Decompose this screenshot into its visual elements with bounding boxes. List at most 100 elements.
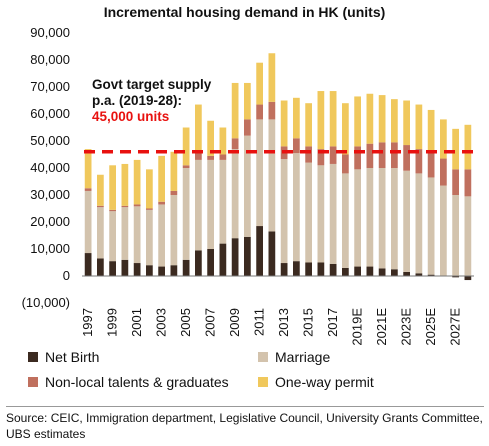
bar-segment-one-way-permit — [256, 62, 263, 105]
bar-segment-one-way-permit — [97, 174, 104, 206]
x-tick-label: 2025E — [423, 308, 438, 346]
x-tick-label: 2013 — [276, 308, 291, 337]
bar-segment-marriage — [354, 169, 361, 267]
bar-segment-non-local-talents-graduates — [268, 101, 276, 120]
chart-title: Incremental housing demand in HK (units) — [103, 4, 386, 20]
bar-segment-marriage — [133, 206, 141, 264]
bar-segment-non-local-talents-graduates — [121, 205, 129, 208]
bar-segment-non-local-talents-graduates — [133, 204, 141, 207]
bar-segment-one-way-permit — [109, 165, 116, 210]
bar-segment-one-way-permit — [354, 96, 361, 147]
bar-segment-net-birth — [280, 263, 288, 276]
y-tick-label: 0 — [63, 268, 70, 283]
bar-segment-one-way-permit — [366, 93, 374, 144]
bar-segment-marriage — [378, 168, 386, 269]
bar-segment-one-way-permit — [158, 155, 165, 202]
bar-segment-marriage — [244, 135, 251, 237]
bar-segment-net-birth — [207, 249, 214, 276]
bar-segment-net-birth — [378, 268, 386, 276]
bar-segment-non-local-talents-graduates — [244, 119, 251, 136]
bar-segment-one-way-permit — [231, 82, 239, 139]
y-tick-label: 40,000 — [30, 160, 70, 175]
bar-segment-marriage — [464, 196, 472, 276]
x-tick-label: 2007 — [203, 308, 218, 337]
x-tick-label: 2015 — [301, 308, 316, 337]
bar-segment-non-local-talents-graduates — [329, 146, 337, 164]
bar-segment-net-birth — [133, 263, 141, 276]
bar-segment-marriage — [146, 209, 153, 266]
bar-segment-net-birth — [219, 243, 227, 276]
bar-segment-non-local-talents-graduates — [97, 205, 104, 208]
bar-segment-non-local-talents-graduates — [305, 146, 312, 163]
bar-segment-non-local-talents-graduates — [146, 208, 153, 210]
bar-segment-one-way-permit — [195, 104, 202, 154]
target-supply-annotation: Govt target supply p.a. (2019-28): 45,00… — [92, 77, 211, 125]
bar-segment-marriage — [293, 153, 300, 262]
bar-segment-one-way-permit — [440, 119, 447, 159]
bar-segment-non-local-talents-graduates — [158, 201, 165, 205]
bar-segment-net-birth — [244, 236, 251, 276]
bar-segment-non-local-talents-graduates — [378, 142, 386, 168]
bar-segment-one-way-permit — [427, 109, 435, 154]
legend-swatch-net-birth — [28, 352, 38, 362]
bar-segment-one-way-permit — [146, 169, 153, 209]
y-tick-label: 10,000 — [30, 241, 70, 256]
bar-segment-one-way-permit — [170, 151, 178, 191]
bar-segment-marriage — [342, 173, 349, 268]
bar-segment-one-way-permit — [219, 127, 227, 155]
bar-segment-one-way-permit — [305, 103, 312, 147]
y-tick-label: 30,000 — [30, 187, 70, 202]
bar-segment-marriage — [256, 119, 263, 227]
bar-segment-marriage — [109, 211, 116, 262]
x-tick-label: 2003 — [154, 308, 169, 337]
source-note: Source: CEIC, Immigration department, Le… — [6, 406, 484, 442]
bar-segment-non-local-talents-graduates — [109, 209, 116, 212]
bar-segment-net-birth — [305, 262, 312, 276]
bar-segment-net-birth — [121, 259, 129, 276]
bar-segment-non-local-talents-graduates — [293, 138, 300, 154]
bar-segment-marriage — [415, 173, 423, 274]
bar-segment-marriage — [440, 185, 447, 276]
legend-label-non-local-talents: Non-local talents & graduates — [45, 374, 229, 390]
bar-segment-one-way-permit — [378, 95, 386, 143]
legend-swatch-marriage — [258, 352, 268, 362]
bar-segment-marriage — [268, 119, 276, 232]
bar-segment-net-birth — [317, 262, 325, 276]
bar-segment-net-birth — [403, 271, 410, 276]
bar-segment-non-local-talents-graduates — [440, 158, 447, 186]
bar-segment-marriage — [195, 159, 202, 251]
bar-segment-non-local-talents-graduates — [452, 169, 459, 195]
bar-segment-marriage — [158, 204, 165, 267]
bar-segment-marriage — [121, 207, 129, 260]
x-tick-label: 2019E — [350, 308, 365, 346]
bar-segment-marriage — [427, 177, 435, 275]
legend-item-net-birth: Net Birth — [28, 349, 99, 365]
bar-segment-net-birth — [182, 259, 190, 276]
legend-swatch-one-way-permit — [258, 377, 268, 387]
legend-item-one-way-permit: One-way permit — [258, 374, 374, 390]
bar-segment-marriage — [182, 168, 190, 260]
bar-segment-one-way-permit — [84, 149, 92, 189]
x-tick-label: 2021E — [374, 308, 389, 346]
bar-segment-net-birth — [256, 226, 263, 276]
y-tick-label: 60,000 — [30, 106, 70, 121]
bar-segment-non-local-talents-graduates — [219, 154, 227, 160]
bar-segment-net-birth — [195, 250, 202, 276]
y-tick-label: 20,000 — [30, 214, 70, 229]
bar-segment-marriage — [366, 168, 374, 267]
bar-segment-non-local-talents-graduates — [427, 153, 435, 178]
bar-segment-marriage — [170, 195, 178, 266]
annotation-line1: Govt target supply — [92, 77, 212, 92]
bar-segment-one-way-permit — [342, 103, 349, 155]
bar-segment-one-way-permit — [452, 128, 459, 170]
bar-segment-net-birth — [170, 265, 178, 276]
annotation-line2: p.a. (2019-28): — [92, 93, 183, 108]
bar-segment-non-local-talents-graduates — [256, 104, 263, 120]
bar-segment-non-local-talents-graduates — [354, 146, 361, 170]
x-tick-label: 2027E — [448, 308, 463, 346]
bar-segment-marriage — [207, 159, 214, 249]
bar-segment-non-local-talents-graduates — [366, 143, 374, 168]
bar-segment-net-birth — [354, 266, 361, 276]
bar-segment-non-local-talents-graduates — [403, 145, 410, 171]
bar-segment-one-way-permit — [121, 163, 129, 206]
